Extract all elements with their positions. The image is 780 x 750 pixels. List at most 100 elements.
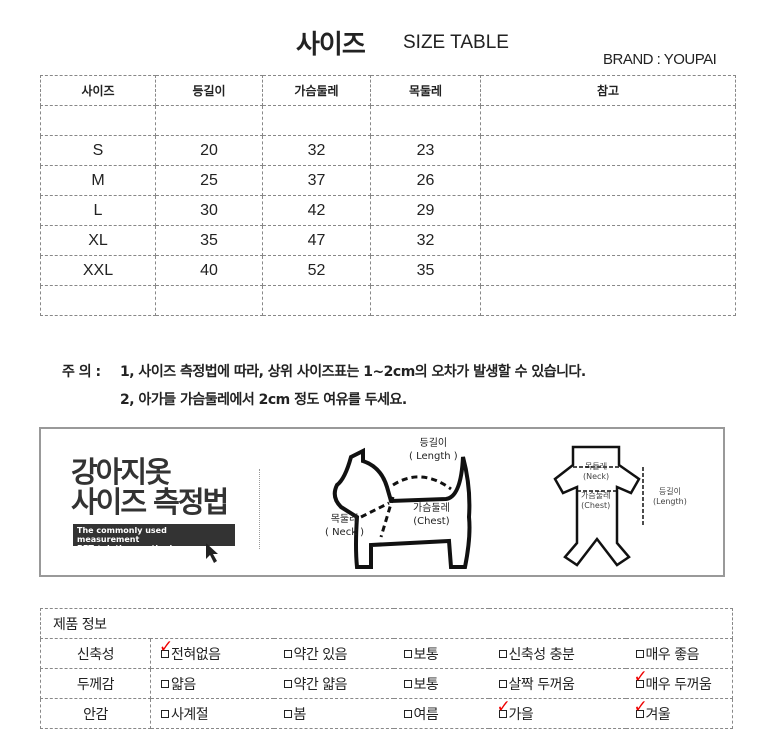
option-label: 여름 [413, 706, 439, 723]
table-cell [480, 105, 736, 136]
option-checkbox[interactable]: 신축성 충분 [498, 646, 575, 663]
table-cell: 47 [262, 225, 371, 256]
checkbox-icon [635, 649, 644, 658]
note-line-2: 2, 아가들 가슴둘레에서 2cm 정도 여유를 두세요. [120, 392, 407, 408]
option-checkbox[interactable]: ✓ 가을 [497, 697, 534, 723]
option-label: 살짝 두꺼움 [508, 676, 575, 693]
table-row [40, 105, 736, 136]
option-checkbox[interactable]: 얇음 [161, 677, 196, 693]
option-checkbox[interactable]: ✓ 매우 두꺼움 [634, 667, 712, 693]
option-checkbox[interactable]: 여름 [403, 706, 439, 723]
option-label: 얇음 [171, 676, 196, 693]
row-label: 신축성 [40, 638, 151, 669]
checkbox-icon [635, 679, 644, 688]
clothes-chest-en: (Chest) [581, 501, 611, 510]
product-info-row: 신축성 ✓ 전혀없음 약간 있음 보통 신축성 충분 매우 좋음 [40, 637, 733, 669]
table-cell: M [40, 165, 156, 196]
clothes-diagram-icon [553, 445, 644, 567]
option-checkbox[interactable]: 매우 좋음 [635, 647, 699, 663]
page-title: 사이즈 [296, 30, 366, 60]
clothes-length-label: 등길이 [658, 487, 681, 496]
option-checkbox[interactable]: 보통 [403, 646, 439, 663]
option-cell: ✓ 전혀없음 [150, 637, 274, 669]
guide-title-line2: 사이즈 측정법 [71, 485, 229, 519]
row-label: 안감 [40, 698, 151, 729]
option-checkbox[interactable]: ✓ 겨울 [634, 697, 671, 723]
check-mark-icon: ✓ [633, 696, 648, 717]
product-info-title: 제품 정보 [40, 608, 733, 639]
option-checkbox[interactable]: 보통 [403, 677, 439, 693]
option-label: 신축성 충분 [508, 646, 575, 663]
table-row [40, 285, 736, 316]
table-cell: 30 [155, 195, 263, 226]
guide-subtitle-line1: The commonly used measurement [77, 526, 167, 544]
option-checkbox[interactable]: 사계절 [161, 706, 209, 723]
option-checkbox[interactable]: 약간 얇음 [283, 677, 347, 693]
checkbox-icon [403, 649, 412, 658]
table-cell [262, 285, 371, 316]
checkbox-icon [283, 709, 292, 718]
table-cell: 참고 [480, 75, 736, 106]
guide-subtitle-line2: PET / clothes method [77, 544, 173, 553]
option-label: 겨울 [645, 706, 671, 723]
table-cell [370, 105, 481, 136]
table-cell [370, 285, 481, 316]
guide-title-line1: 강아지옷 [71, 455, 172, 489]
cursor-icon [206, 543, 218, 563]
product-info-row: 안감 사계절 봄 여름 ✓ 가을 ✓ 겨울 [40, 697, 733, 729]
dog-neck-en: ( Neck ) [325, 527, 365, 538]
table-cell: 등길이 [155, 75, 263, 106]
option-cell: ✓ 겨울 [625, 697, 733, 729]
check-mark-icon: ✓ [159, 636, 173, 657]
clothes-neck-label: 목둘레 [585, 462, 608, 471]
table-cell: 32 [370, 225, 481, 256]
dog-neck-label: 목둘레 [330, 514, 359, 525]
note-line-1: 1, 사이즈 측정법에 따라, 상위 사이즈표는 1~2cm의 오차가 발생할 … [120, 364, 586, 380]
option-cell: 여름 [393, 698, 489, 729]
checkbox-icon [498, 709, 507, 718]
option-cell: 신축성 충분 [488, 638, 626, 669]
option-cell: 사계절 [150, 698, 274, 729]
table-cell [480, 195, 736, 226]
table-row: XL 35 47 32 [40, 225, 736, 256]
table-cell [262, 105, 371, 136]
table-cell [40, 105, 156, 136]
table-cell [480, 135, 736, 166]
option-label: 보통 [413, 646, 439, 663]
dog-silhouette-icon [332, 447, 472, 569]
option-label: 약간 있음 [293, 646, 348, 663]
option-cell: 살짝 두꺼움 [488, 668, 626, 699]
checkbox-icon [498, 679, 507, 688]
table-cell: 40 [155, 255, 263, 286]
table-cell: 사이즈 [40, 75, 156, 106]
clothes-length-en: (Length) [653, 497, 687, 506]
table-cell: L [40, 195, 156, 226]
table-cell [480, 255, 736, 286]
option-label: 전혀없음 [171, 646, 221, 663]
option-checkbox[interactable]: 살짝 두꺼움 [498, 676, 575, 693]
table-cell: 25 [155, 165, 263, 196]
dog-chest-label: 가슴둘레 [413, 503, 450, 514]
option-checkbox[interactable]: 약간 있음 [283, 646, 348, 663]
product-info-row: 두께감 얇음 약간 얇음 보통 살짝 두꺼움 ✓ 매우 두꺼움 [40, 667, 733, 699]
option-checkbox[interactable]: ✓ 전혀없음 [159, 637, 221, 663]
option-label: 봄 [293, 706, 307, 723]
checkbox-icon [403, 679, 412, 688]
checkbox-icon [498, 649, 507, 658]
measurement-guide: 강아지옷 사이즈 측정법 The commonly used measureme… [39, 427, 725, 577]
table-cell [40, 285, 156, 316]
row-label: 두께감 [40, 668, 151, 699]
option-cell: 보통 [393, 668, 489, 699]
table-cell [155, 105, 263, 136]
table-header-row: 사이즈 등길이 가슴둘레 목둘레 참고 [40, 75, 736, 106]
dog-length-en: ( Length ) [409, 451, 458, 462]
table-cell: 52 [262, 255, 371, 286]
table-cell [480, 225, 736, 256]
option-checkbox[interactable]: 봄 [283, 706, 307, 723]
option-label: 사계절 [171, 706, 209, 723]
product-info-table: 제품 정보 신축성 ✓ 전혀없음 약간 있음 보통 신축성 충분 매우 좋음 두께감 얇음 약간 … [40, 608, 733, 729]
table-cell: 29 [370, 195, 481, 226]
checkbox-icon [403, 709, 412, 718]
table-row: XXL 40 52 35 [40, 255, 736, 286]
notes-label: 주 의 : [62, 364, 101, 380]
